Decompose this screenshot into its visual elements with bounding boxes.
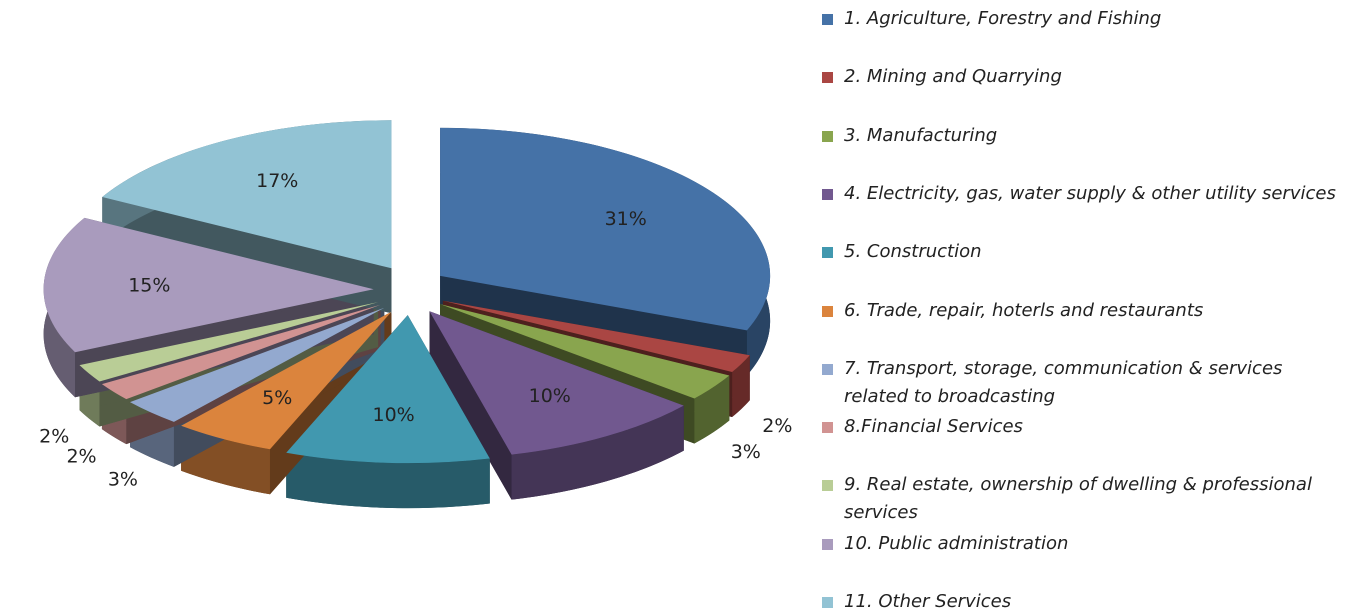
legend-swatch xyxy=(822,363,833,375)
legend-swatch xyxy=(822,188,833,200)
legend-label: 7. Transport, storage, communication & s… xyxy=(844,357,1283,407)
slice-wall xyxy=(511,405,684,500)
slice xyxy=(101,304,381,400)
slice-labels: 31%2%3%10%10%5%3%2%2%15%17% xyxy=(39,170,792,490)
legend-swatch xyxy=(822,14,833,25)
slice-radial-side xyxy=(429,311,512,500)
legend-item: 1. Agriculture, Forestry and Fishing xyxy=(822,5,1352,33)
legend-swatch xyxy=(822,422,833,434)
legend-swatch xyxy=(822,305,833,317)
legend-item: 3. Manufacturing xyxy=(822,122,1352,150)
slice xyxy=(129,307,385,422)
legend-item: 7. Transport, storage, communication & s… xyxy=(822,355,1352,411)
data-label: 10% xyxy=(373,404,415,426)
data-label: 10% xyxy=(529,385,571,407)
data-label: 2% xyxy=(762,415,792,437)
legend-label: 3. Manufacturing xyxy=(844,124,998,146)
slice xyxy=(429,311,684,455)
slice-wall xyxy=(694,375,730,444)
legend-label: 1. Agriculture, Forestry and Fishing xyxy=(844,8,1162,29)
legend-swatch xyxy=(822,538,833,550)
slice xyxy=(442,300,750,373)
legend-item: 2. Mining and Quarrying xyxy=(822,63,1352,91)
legend-swatch xyxy=(822,597,833,608)
slice xyxy=(440,127,771,331)
data-label: 5% xyxy=(262,387,292,409)
slice-wall xyxy=(286,452,490,509)
slice xyxy=(440,304,730,399)
legend-label: 11. Other Services xyxy=(844,591,1012,612)
slice xyxy=(102,120,392,269)
legend-swatch xyxy=(822,130,833,142)
legend-item: 5. Construction xyxy=(822,238,1352,266)
legend-label: 4. Electricity, gas, water supply & othe… xyxy=(844,182,1336,204)
legend-label: 2. Mining and Quarrying xyxy=(844,66,1062,88)
legend-item: 11. Other Services xyxy=(822,588,1352,616)
data-label: 3% xyxy=(108,469,138,491)
legend-label: 6. Trade, repair, hoterls and restaurant… xyxy=(844,299,1204,321)
legend-item: 6. Trade, repair, hoterls and restaurant… xyxy=(822,297,1352,325)
data-label: 17% xyxy=(256,170,298,192)
slice xyxy=(79,302,379,382)
slice xyxy=(43,217,374,353)
data-label: 2% xyxy=(39,425,69,447)
legend-label: 5. Construction xyxy=(844,241,982,263)
legend-item: 10. Public administration xyxy=(822,530,1352,558)
legend-label: 10. Public administration xyxy=(844,532,1069,554)
legend-item: 8.Financial Services xyxy=(822,413,1352,441)
legend-label: 9. Real estate, ownership of dwelling & … xyxy=(844,474,1312,524)
legend-swatch xyxy=(822,480,833,492)
legend-item: 4. Electricity, gas, water supply & othe… xyxy=(822,180,1352,208)
legend: 1. Agriculture, Forestry and Fishing 2. M… xyxy=(822,0,1352,614)
data-label: 3% xyxy=(731,441,761,463)
slice-tops xyxy=(43,120,771,464)
pie-chart: 31%2%3%10%10%5%3%2%2%15%17% xyxy=(39,120,792,509)
legend-item: 9. Real estate, ownership of dwelling & … xyxy=(822,471,1352,527)
slice xyxy=(286,315,490,464)
data-label: 2% xyxy=(66,446,96,468)
data-label: 15% xyxy=(128,275,170,297)
slice-wall xyxy=(732,355,750,418)
legend-swatch xyxy=(822,247,833,259)
slice xyxy=(181,311,392,450)
legend-swatch xyxy=(822,72,833,84)
legend-label: 8.Financial Services xyxy=(844,416,1023,438)
data-label: 31% xyxy=(605,208,647,230)
